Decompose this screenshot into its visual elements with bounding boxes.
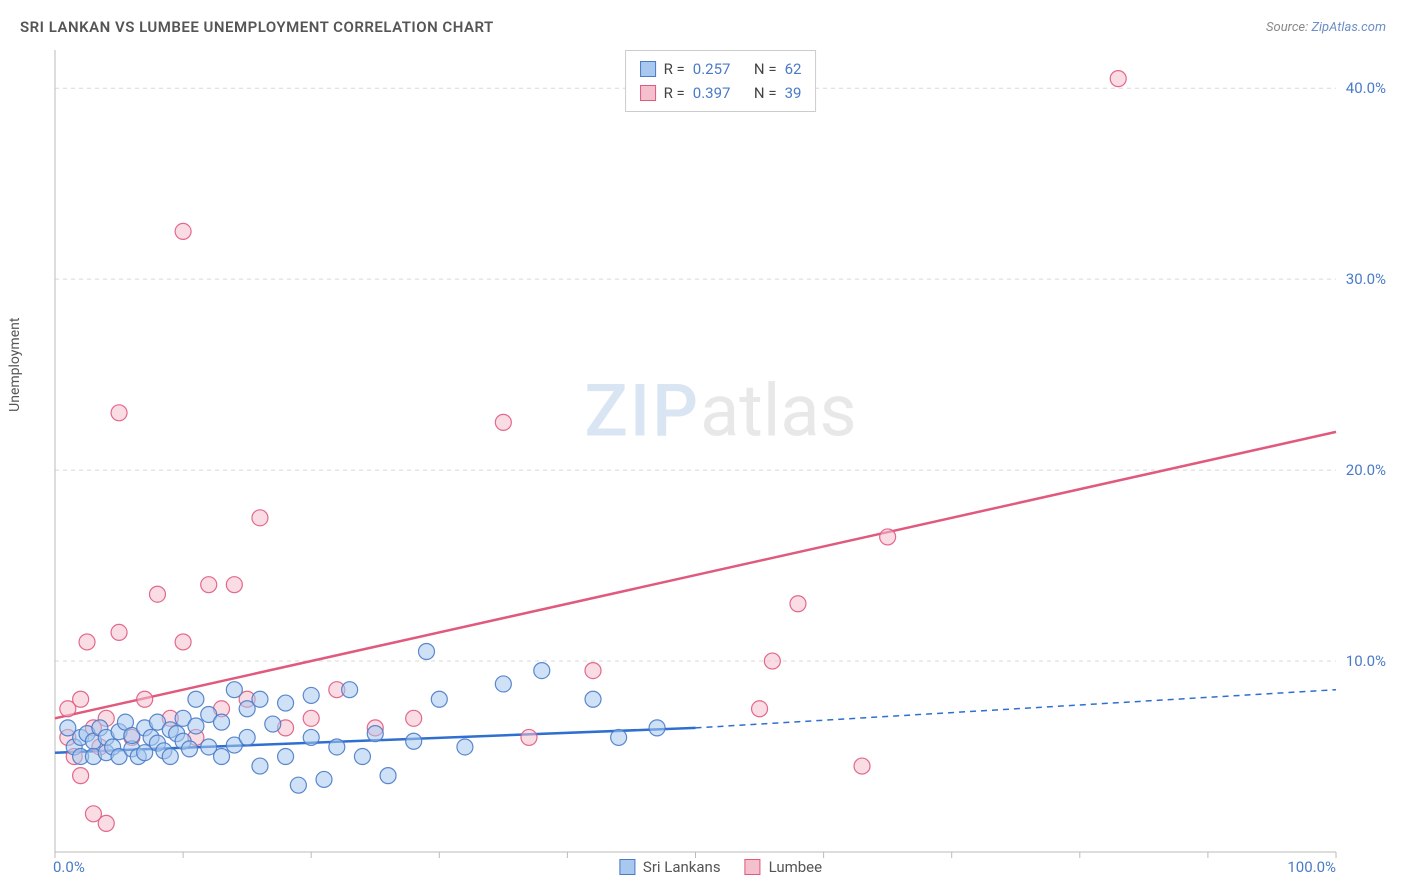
y-tick-label: 20.0% bbox=[1346, 461, 1386, 479]
source-link[interactable]: ZipAtlas.com bbox=[1311, 20, 1386, 35]
chart-area: Unemployment ZIPatlas R = 0.257 N = 62 R… bbox=[55, 50, 1386, 852]
stats-legend: R = 0.257 N = 62 R = 0.397 N = 39 bbox=[625, 50, 817, 112]
series-label: Lumbee bbox=[769, 858, 823, 876]
sri-lankans-swatch bbox=[640, 61, 656, 77]
sri-lankans-swatch bbox=[619, 859, 635, 875]
lumbee-swatch bbox=[745, 859, 761, 875]
series-label: Sri Lankans bbox=[643, 858, 721, 876]
scatter-plot bbox=[55, 50, 1386, 852]
y-tick-label: 30.0% bbox=[1346, 270, 1386, 288]
stats-legend-row: R = 0.257 N = 62 bbox=[640, 57, 802, 81]
lumbee-swatch bbox=[640, 85, 656, 101]
y-tick-label: 40.0% bbox=[1346, 79, 1386, 97]
stats-legend-row: R = 0.397 N = 39 bbox=[640, 81, 802, 105]
y-tick-label: 10.0% bbox=[1346, 652, 1386, 670]
chart-title: SRI LANKAN VS LUMBEE UNEMPLOYMENT CORREL… bbox=[20, 18, 494, 36]
source-credit: Source: ZipAtlas.com bbox=[1266, 20, 1386, 35]
x-axis-max-label: 100.0% bbox=[1287, 858, 1336, 876]
series-legend: Sri Lankans Lumbee bbox=[619, 858, 822, 876]
y-axis-label: Unemployment bbox=[7, 318, 23, 412]
x-axis-min-label: 0.0% bbox=[53, 858, 85, 876]
